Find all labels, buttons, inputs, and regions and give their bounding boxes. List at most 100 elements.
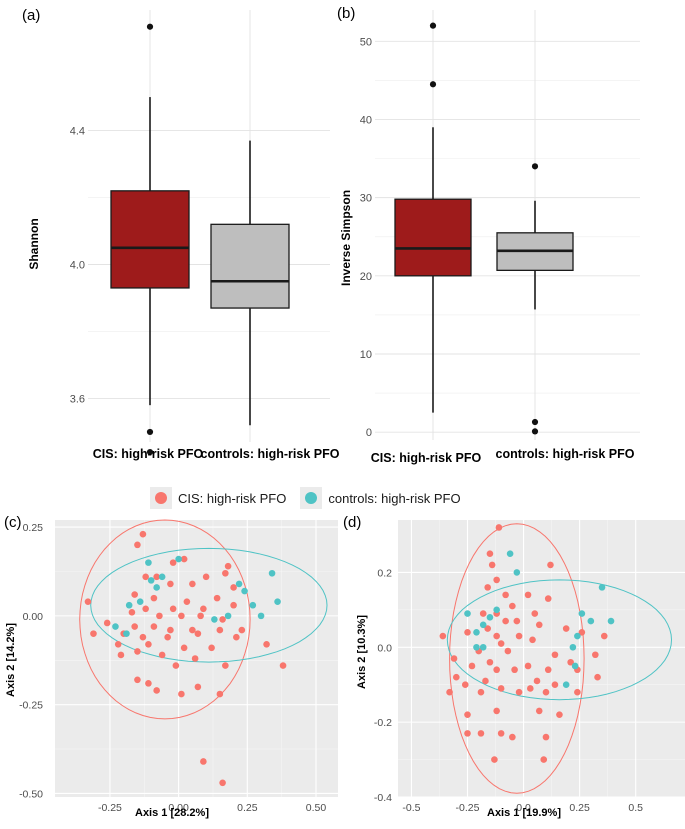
panel-d-xlabel: Axis 1 [19.9%]: [487, 807, 561, 819]
series-controls: [112, 555, 281, 637]
x-tick-label: -0.25: [456, 802, 480, 814]
data-point: [562, 625, 570, 632]
data-point: [493, 666, 500, 674]
y-tick-label: 0.2: [377, 567, 392, 579]
data-point: [235, 580, 243, 588]
legend-item-controls: controls: high-risk PFO: [300, 487, 461, 509]
data-point: [194, 683, 202, 691]
panel-a-xtick-cis: CIS: high-risk PFO: [93, 447, 204, 461]
x-tick-label: 0.50: [306, 802, 327, 814]
outlier-point: [531, 428, 539, 435]
data-point: [136, 598, 144, 605]
x-tick-label: 0.25: [237, 802, 258, 814]
data-point: [183, 598, 191, 605]
data-point: [131, 623, 138, 630]
legend-key-controls: [300, 487, 323, 509]
y-tick-label: 40: [360, 114, 372, 126]
data-point: [439, 632, 447, 640]
x-tick-label: -0.5: [402, 802, 420, 814]
data-point: [486, 550, 494, 557]
box-iqr: [110, 190, 190, 289]
data-point: [103, 619, 111, 627]
x-tick-label: -0.25: [98, 802, 122, 814]
data-point: [128, 609, 136, 616]
data-point: [486, 658, 494, 666]
y-tick-label: 50: [360, 36, 372, 48]
data-point: [529, 636, 536, 644]
data-point: [578, 610, 586, 617]
data-point: [180, 644, 188, 652]
data-point: [544, 595, 552, 602]
y-tick-label: -0.50: [19, 788, 43, 800]
data-point: [461, 681, 469, 689]
data-point: [497, 685, 505, 692]
data-point: [211, 616, 218, 623]
data-point: [145, 559, 152, 566]
data-point: [511, 666, 518, 674]
data-point: [542, 733, 550, 741]
data-point: [189, 580, 196, 588]
legend-label-cis: CIS: high-risk PFO: [178, 490, 287, 506]
legend-dot-controls: [305, 492, 318, 504]
panel-b-xtick-cis: CIS: high-risk PFO: [371, 451, 482, 465]
panel-d-label: (d): [343, 514, 361, 531]
data-point: [513, 569, 521, 576]
data-point: [484, 584, 491, 591]
data-point: [468, 662, 476, 670]
data-point: [147, 577, 155, 584]
data-point: [479, 621, 487, 629]
box-controls: [496, 163, 574, 435]
data-point: [268, 569, 276, 577]
data-point: [544, 666, 552, 674]
data-point: [578, 628, 586, 636]
box-cis: [394, 22, 472, 413]
data-point: [200, 758, 207, 765]
data-point: [531, 610, 539, 617]
data-point: [274, 598, 281, 605]
data-point: [493, 632, 500, 640]
data-point: [153, 573, 160, 581]
x-tick-label: 0.25: [569, 802, 590, 814]
outlier-point: [429, 22, 437, 29]
outlier-point: [429, 81, 437, 88]
panel-d-pcoa-scatter: -0.5 -0.25 0.0 0.25 0.5 -0.4 -0.2 0.0 0.2 (d) Axis…: [343, 514, 685, 819]
data-point: [484, 625, 491, 632]
box-iqr: [210, 223, 290, 309]
data-point: [249, 601, 257, 609]
data-point: [562, 681, 570, 689]
data-point: [486, 614, 494, 621]
data-point: [145, 640, 152, 648]
data-point: [551, 681, 559, 689]
outlier-point: [146, 448, 154, 456]
data-point: [587, 617, 595, 625]
data-point: [574, 632, 581, 640]
data-point: [191, 655, 199, 662]
data-point: [504, 647, 512, 655]
data-point: [542, 688, 550, 696]
confidence-ellipse: [90, 547, 328, 663]
box-controls: [210, 140, 290, 426]
data-point: [526, 685, 534, 692]
y-tick-label: 0.00: [23, 611, 44, 623]
confidence-ellipse: [79, 519, 251, 720]
data-point: [219, 616, 226, 623]
data-point: [213, 594, 221, 602]
data-point: [208, 644, 215, 652]
data-point: [263, 640, 270, 648]
data-point: [569, 643, 577, 651]
data-point: [513, 617, 521, 625]
panel-c-ylabel: Axis 2 [14.2%]: [5, 623, 17, 697]
data-point: [547, 561, 554, 569]
series-cis: [84, 530, 287, 787]
data-point: [200, 605, 207, 613]
panel-c-label: (c): [4, 514, 22, 531]
data-point: [84, 598, 92, 605]
data-point: [238, 626, 246, 634]
data-point: [230, 584, 237, 591]
data-point: [139, 530, 147, 538]
panel-b-xtick-controls: controls: high-risk PFO: [496, 447, 635, 461]
data-point: [142, 573, 149, 581]
data-point: [464, 711, 471, 718]
data-point: [567, 658, 574, 666]
